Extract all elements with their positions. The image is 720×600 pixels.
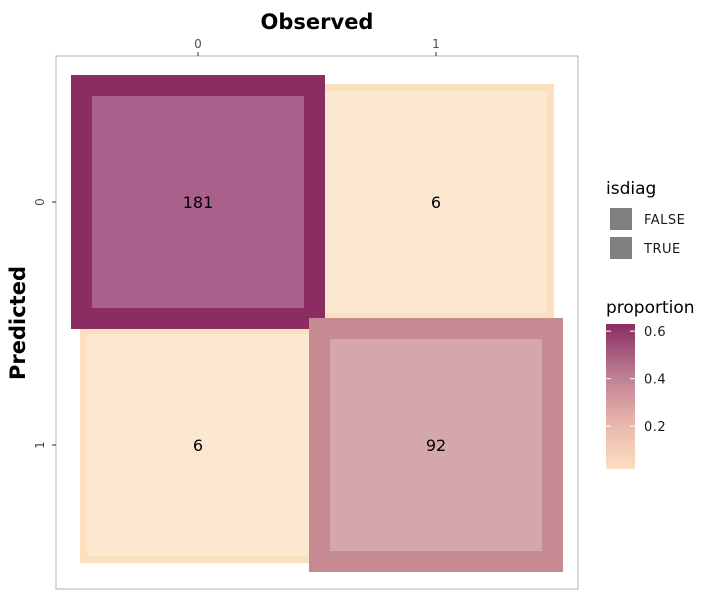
cell-0-1-fill bbox=[80, 327, 316, 563]
x-tick-label-0: 0 bbox=[194, 37, 202, 51]
cell-label-1-1: 92 bbox=[426, 436, 446, 455]
cell-1-1-fill bbox=[309, 318, 563, 572]
cell-label-1-0: 6 bbox=[431, 193, 441, 212]
isdiag-key-true bbox=[610, 237, 632, 259]
cell-label-0-0: 181 bbox=[183, 193, 214, 212]
proportion-legend-title: proportion bbox=[606, 298, 695, 318]
y-tick-label-0: 0 bbox=[33, 198, 47, 206]
y-tick-label-1: 1 bbox=[33, 441, 47, 449]
cell-label-0-1: 6 bbox=[193, 436, 203, 455]
isdiag-legend: isdiag FALSE TRUE bbox=[606, 179, 685, 259]
isdiag-key-false bbox=[610, 208, 632, 230]
cell-1-1-border bbox=[309, 318, 563, 572]
proportion-tick-label-0.4: 0.4 bbox=[644, 373, 666, 388]
proportion-tick-label-0.2: 0.2 bbox=[644, 420, 666, 435]
x-tick-label-1: 1 bbox=[432, 37, 440, 51]
cells-layer bbox=[71, 75, 563, 572]
cell-0-0-border bbox=[71, 75, 325, 329]
isdiag-entries: FALSE TRUE bbox=[610, 208, 685, 259]
proportion-legend: proportion 0.6 0.4 0.2 bbox=[606, 298, 695, 469]
isdiag-label-false: FALSE bbox=[644, 213, 685, 228]
y-ticks-layer: 01 bbox=[33, 198, 56, 449]
cell-1-0-fill bbox=[318, 84, 554, 320]
x-axis-title: Observed bbox=[261, 10, 374, 34]
proportion-colorbar bbox=[606, 324, 635, 469]
proportion-ticks: 0.6 0.4 0.2 bbox=[606, 325, 666, 435]
cell-0-0-fill bbox=[71, 75, 325, 329]
isdiag-label-true: TRUE bbox=[643, 242, 681, 257]
proportion-tick-label-0.6: 0.6 bbox=[644, 325, 666, 340]
cell-labels-layer: 181 6 6 92 bbox=[183, 193, 446, 455]
y-axis-title: Predicted bbox=[6, 266, 30, 380]
isdiag-legend-title: isdiag bbox=[606, 179, 656, 199]
